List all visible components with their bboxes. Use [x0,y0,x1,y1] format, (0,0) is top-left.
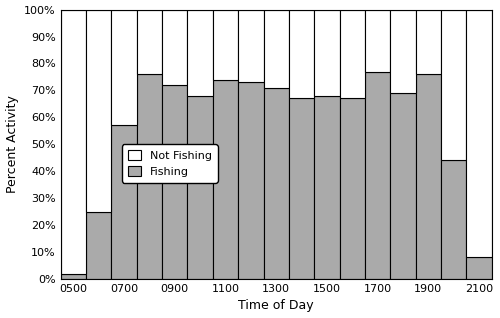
Bar [238,10,264,82]
Bar [86,10,112,212]
Bar [264,10,289,88]
Bar [60,10,86,273]
X-axis label: Time of Day: Time of Day [238,300,314,313]
Bar [416,74,441,279]
Bar [213,80,238,279]
Bar [112,10,136,125]
Bar [314,10,340,96]
Bar [112,125,136,279]
Bar [340,99,365,279]
Bar [264,88,289,279]
Bar [365,72,390,279]
Bar [390,10,415,93]
Bar [162,10,188,85]
Bar [213,10,238,80]
Bar [188,96,213,279]
Bar [340,10,365,99]
Bar [289,10,314,99]
Bar [416,10,441,74]
Bar [289,99,314,279]
Bar [441,161,466,279]
Bar [162,85,188,279]
Bar [441,10,466,161]
Bar [390,93,415,279]
Bar [86,212,112,279]
Bar [136,74,162,279]
Bar [188,10,213,96]
Bar [365,10,390,72]
Bar [60,273,86,279]
Bar [314,96,340,279]
Legend: Not Fishing, Fishing: Not Fishing, Fishing [122,144,218,183]
Bar [238,82,264,279]
Bar [136,10,162,74]
Bar [466,258,492,279]
Y-axis label: Percent Activity: Percent Activity [6,95,18,193]
Bar [466,10,492,258]
